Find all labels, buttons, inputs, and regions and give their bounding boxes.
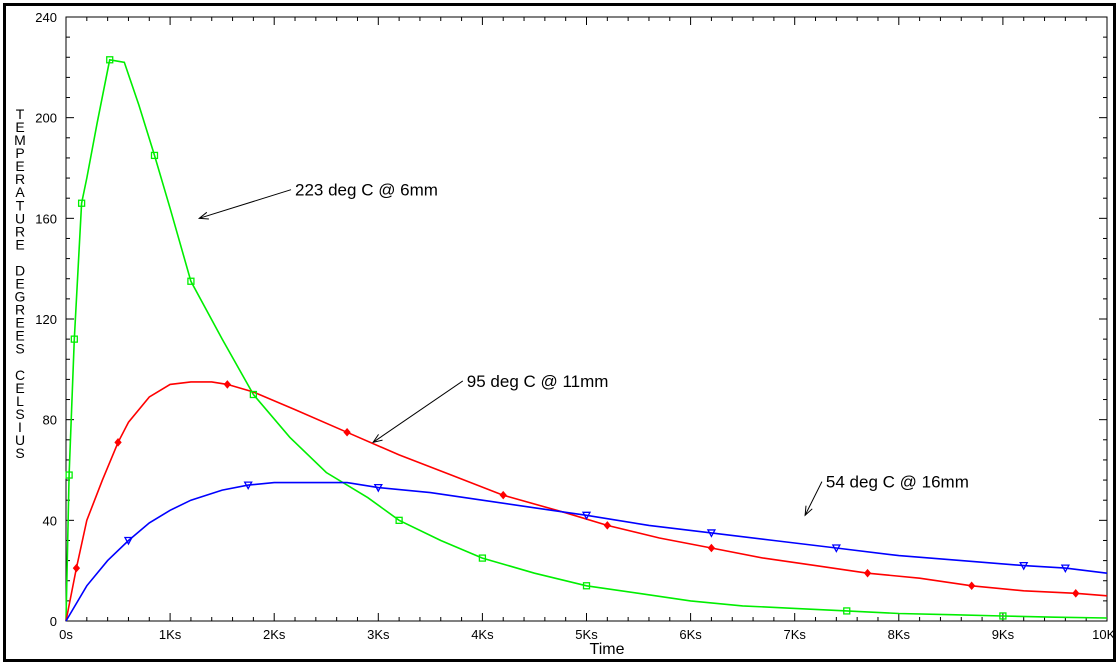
series-0-line (65, 58, 1108, 622)
y-axis-title-char: S (15, 406, 24, 422)
x-tick-label: 9Ks (992, 627, 1015, 642)
series-0-marker (77, 199, 86, 207)
annotation-label: 54 deg C @ 16mm (826, 473, 969, 492)
annotation-arrow-line (804, 481, 823, 516)
series-1-marker (1072, 589, 1080, 598)
y-axis-title-char: T (16, 197, 25, 213)
y-axis-title-char: E (15, 380, 24, 396)
series-2-marker (243, 481, 253, 490)
y-axis-title-char: S (15, 341, 24, 357)
series-2-marker (831, 544, 841, 553)
x-tick-label: 3Ks (367, 627, 390, 642)
x-tick-label: 6Ks (679, 627, 702, 642)
series-0-marker (70, 335, 78, 343)
series-2-marker (123, 536, 134, 546)
y-axis-title-char: R (15, 171, 25, 187)
series-0-marker (999, 612, 1007, 620)
series-0-marker (478, 554, 487, 562)
series-0-marker (395, 516, 403, 524)
annotation-arrow-line (372, 380, 464, 443)
y-axis-title-char: R (15, 223, 25, 239)
annotation-arrow-line (199, 189, 292, 219)
series-2-marker (373, 483, 383, 493)
y-axis-title-char: R (15, 302, 25, 318)
y-tick-label: 240 (35, 10, 57, 25)
series-1-marker (863, 568, 872, 578)
y-tick-label: 0 (50, 614, 57, 629)
x-tick-label: 1Ks (159, 627, 182, 642)
x-tick-label: 0s (59, 627, 73, 642)
series-0-marker (582, 582, 591, 590)
x-tick-label: 8Ks (888, 627, 911, 642)
series-2-marker (1060, 564, 1070, 574)
series-0-marker (249, 390, 258, 399)
chart-svg: 0s 1Ks 2Ks 3Ks 4Ks 5Ks 6Ks 7Ks 8Ks 9Ks 10Ks 0 40 80 12… (14, 10, 1113, 658)
y-axis-title-char: P (15, 145, 24, 161)
plot-area (65, 16, 1108, 622)
y-axis-title-char: E (15, 315, 24, 331)
y-tick-label: 160 (35, 211, 57, 226)
y-tick-label: 200 (35, 111, 57, 126)
x-tick-label: 10Ks (1092, 627, 1113, 642)
series-1-line (65, 381, 1108, 622)
annotation-arrowhead (804, 505, 813, 517)
x-tick-label: 2Ks (263, 627, 286, 642)
series-1-marker (707, 543, 716, 553)
y-tick-label: 80 (43, 413, 57, 428)
x-tick-label: 7Ks (783, 627, 806, 642)
y-axis-title-char: E (15, 328, 24, 344)
annotation-arrowhead (197, 211, 209, 220)
y-axis-title-char: A (15, 184, 25, 200)
series-2-marker (706, 529, 717, 538)
x-tick-label: 5Ks (575, 627, 598, 642)
annotation-label: 95 deg C @ 11mm (467, 372, 609, 391)
y-axis-title-char: S (15, 445, 24, 461)
y-axis-title-char: L (16, 393, 24, 409)
y-axis-title-char: D (15, 262, 25, 278)
y-axis-title-char: G (15, 289, 26, 305)
chart-frame: 0s 1Ks 2Ks 3Ks 4Ks 5Ks 6Ks 7Ks 8Ks 9Ks 10Ks 0 40 80 12… (3, 3, 1116, 662)
series-1-marker (499, 490, 507, 500)
y-axis-title-char: U (15, 432, 25, 448)
series-1-marker (603, 521, 611, 530)
y-axis-title-char: T (16, 106, 25, 122)
annotation-arrowhead (371, 434, 383, 444)
series-2-line (65, 481, 1108, 622)
x-tick-label: 4Ks (471, 627, 494, 642)
series-1-marker (223, 380, 232, 389)
y-tick-label: 40 (43, 513, 57, 528)
series-1-marker (968, 581, 976, 591)
series-0-marker (843, 607, 851, 615)
series-1-marker (72, 563, 81, 573)
series-2-marker (581, 511, 592, 521)
y-axis-title-char: C (15, 367, 25, 383)
y-axis-title-char: E (15, 119, 24, 135)
y-axis-title-char: I (18, 419, 22, 435)
series-1-marker (114, 438, 122, 447)
series-0-marker (150, 151, 159, 160)
series-2-marker (1019, 561, 1029, 571)
y-axis-title-char: E (15, 276, 24, 292)
y-axis-title-char: M (14, 132, 26, 148)
series-0-marker (106, 56, 114, 64)
series-1-marker (343, 427, 351, 437)
series-0-marker (65, 471, 73, 479)
series-0-marker (187, 277, 195, 285)
x-axis-title: Time (590, 641, 625, 658)
y-tick-label: 120 (35, 312, 57, 327)
y-axis-title-char: E (15, 236, 24, 252)
y-axis-title-char: E (15, 158, 24, 174)
y-axis-title-char: U (15, 210, 25, 226)
annotation-label: 223 deg C @ 6mm (295, 181, 438, 200)
